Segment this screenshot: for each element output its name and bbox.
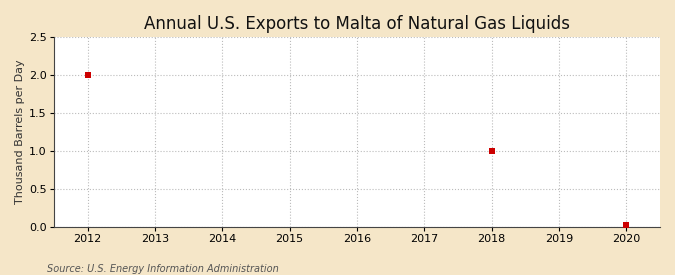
Text: Source: U.S. Energy Information Administration: Source: U.S. Energy Information Administ…	[47, 264, 279, 274]
Title: Annual U.S. Exports to Malta of Natural Gas Liquids: Annual U.S. Exports to Malta of Natural …	[144, 15, 570, 33]
Y-axis label: Thousand Barrels per Day: Thousand Barrels per Day	[15, 60, 25, 204]
Point	[486, 149, 497, 153]
Point	[621, 223, 632, 227]
Point	[82, 73, 93, 77]
